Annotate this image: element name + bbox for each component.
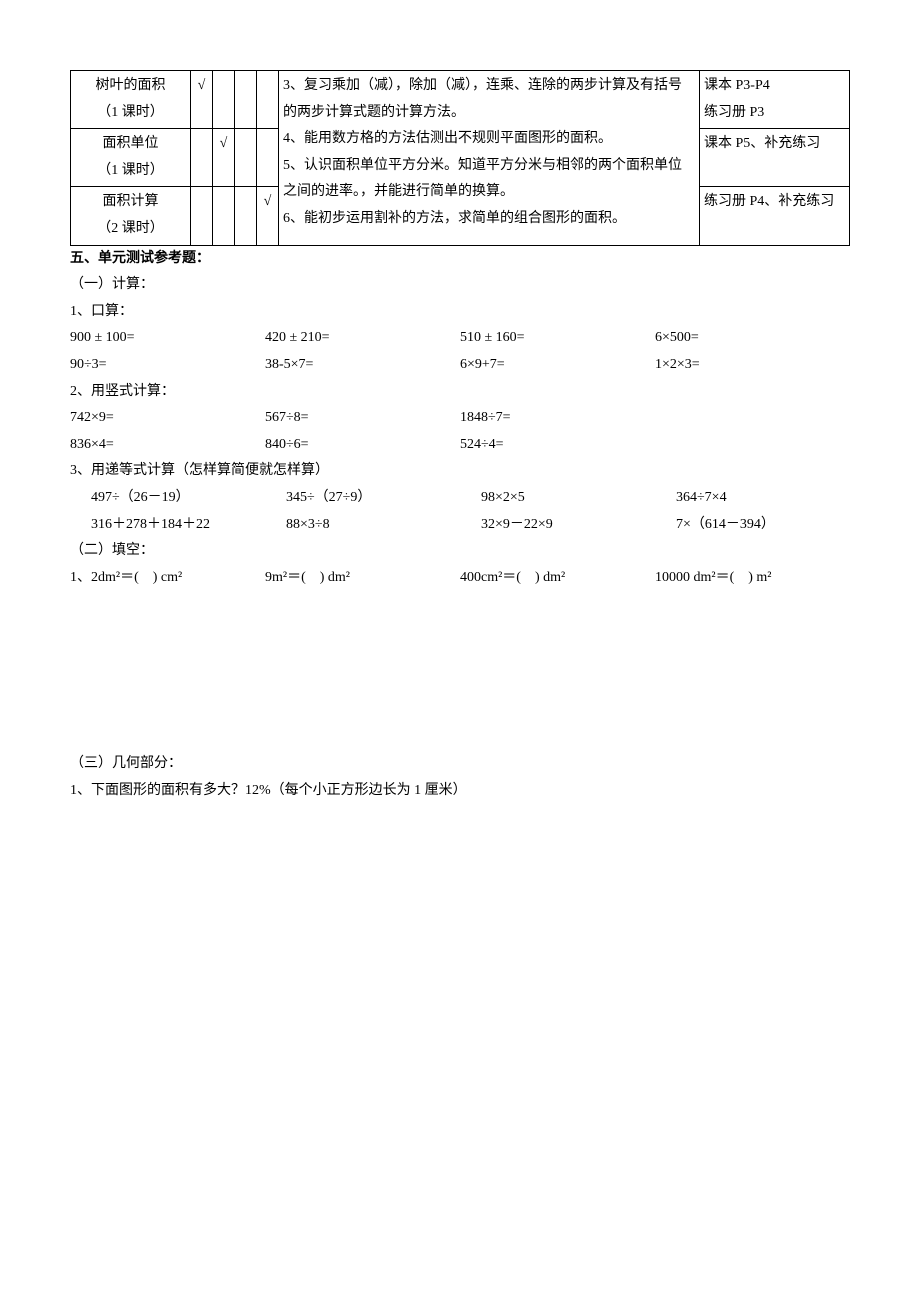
- check-cell: √: [213, 129, 235, 187]
- part2-title: （二）填空：: [70, 538, 850, 565]
- fill-item: 400cm²＝( ) dm²: [460, 565, 655, 592]
- calc-item: 1848÷7=: [460, 405, 655, 432]
- p3-row2: 316＋278＋184＋22 88×3÷8 32×9－22×9 7×（614－3…: [70, 512, 850, 539]
- check-cell: [235, 187, 257, 245]
- check-mark: √: [264, 194, 272, 209]
- calc-item: 345÷（27÷9）: [265, 485, 460, 512]
- part3-title: （三）几何部分：: [70, 751, 850, 778]
- objectives-text: 3、复习乘加（减），除加（减），连乘、连除的两步计算及有括号的两步计算式题的计算…: [283, 78, 682, 226]
- calc-item: 88×3÷8: [265, 512, 460, 539]
- calc-item: 38-5×7=: [265, 352, 460, 379]
- calc-item: 364÷7×4: [655, 485, 850, 512]
- check-cell: [257, 71, 279, 129]
- calc-item: 840÷6=: [265, 432, 460, 459]
- calc-item: 900 ± 100=: [70, 325, 265, 352]
- ref-text: 课本 P3-P4 练习册 P3: [704, 78, 770, 120]
- check-cell: [213, 71, 235, 129]
- calc-item: 316＋278＋184＋22: [70, 512, 265, 539]
- lesson-name-cell: 面积单位 （1 课时）: [71, 129, 191, 187]
- ref-text: 课本 P5、补充练习: [704, 136, 820, 151]
- check-cell: √: [257, 187, 279, 245]
- p1-row1: 900 ± 100= 420 ± 210= 510 ± 160= 6×500=: [70, 325, 850, 352]
- lesson-name: 面积单位 （1 课时）: [97, 136, 164, 178]
- check-cell: [191, 129, 213, 187]
- check-cell: [213, 187, 235, 245]
- check-cell: [235, 129, 257, 187]
- part2-row1: 1、2dm²＝( ) cm² 9m²＝( ) dm² 400cm²＝( ) dm…: [70, 565, 850, 592]
- ref-cell: 课本 P5、补充练习: [700, 129, 850, 187]
- lesson-name: 树叶的面积 （1 课时）: [96, 78, 166, 120]
- calc-item: 6×500=: [655, 325, 850, 352]
- calc-item: 420 ± 210=: [265, 325, 460, 352]
- check-cell: √: [191, 71, 213, 129]
- ref-cell: 练习册 P4、补充练习: [700, 187, 850, 245]
- ref-text: 练习册 P4、补充练习: [704, 194, 834, 209]
- objectives-cell: 3、复习乘加（减），除加（减），连乘、连除的两步计算及有括号的两步计算式题的计算…: [279, 71, 700, 246]
- p3-row1: 497÷（26－19） 345÷（27÷9） 98×2×5 364÷7×4: [70, 485, 850, 512]
- calc-item: 32×9－22×9: [460, 512, 655, 539]
- calc-item: 836×4=: [70, 432, 265, 459]
- calc-item: 7×（614－394）: [655, 512, 850, 539]
- ref-cell: 课本 P3-P4 练习册 P3: [700, 71, 850, 129]
- calc-item: [655, 405, 850, 432]
- p1-row2: 90÷3= 38-5×7= 6×9+7= 1×2×3=: [70, 352, 850, 379]
- p2-label: 2、用竖式计算：: [70, 379, 850, 406]
- calc-item: 1×2×3=: [655, 352, 850, 379]
- calc-item: 742×9=: [70, 405, 265, 432]
- fill-item: 1、2dm²＝( ) cm²: [70, 565, 265, 592]
- calc-item: 510 ± 160=: [460, 325, 655, 352]
- calc-item: [655, 432, 850, 459]
- calc-item: 90÷3=: [70, 352, 265, 379]
- calc-item: 524÷4=: [460, 432, 655, 459]
- lesson-name-cell: 树叶的面积 （1 课时）: [71, 71, 191, 129]
- check-cell: [257, 129, 279, 187]
- p3-label: 3、用递等式计算（怎样算简便就怎样算）: [70, 458, 850, 485]
- p1-label: 1、口算：: [70, 299, 850, 326]
- calc-item: 6×9+7=: [460, 352, 655, 379]
- calc-item: 497÷（26－19）: [70, 485, 265, 512]
- table-row: 树叶的面积 （1 课时） √ 3、复习乘加（减），除加（减），连乘、连除的两步计…: [71, 71, 850, 129]
- fill-item: 10000 dm²＝( ) m²: [655, 565, 850, 592]
- lesson-table: 树叶的面积 （1 课时） √ 3、复习乘加（减），除加（减），连乘、连除的两步计…: [70, 70, 850, 246]
- check-mark: √: [220, 136, 228, 151]
- check-cell: [235, 71, 257, 129]
- check-mark: √: [198, 78, 206, 93]
- calc-item: 567÷8=: [265, 405, 460, 432]
- fill-item: 9m²＝( ) dm²: [265, 565, 460, 592]
- check-cell: [191, 187, 213, 245]
- section5-title: 五、单元测试参考题：: [70, 246, 850, 273]
- p2-row1: 742×9= 567÷8= 1848÷7=: [70, 405, 850, 432]
- lesson-name-cell: 面积计算 （2 课时）: [71, 187, 191, 245]
- part3-q1: 1、下面图形的面积有多大？12%（每个小正方形边长为 1 厘米）: [70, 778, 850, 805]
- part1-title: （一）计算：: [70, 272, 850, 299]
- lesson-name: 面积计算 （2 课时）: [97, 194, 164, 236]
- p2-row2: 836×4= 840÷6= 524÷4=: [70, 432, 850, 459]
- calc-item: 98×2×5: [460, 485, 655, 512]
